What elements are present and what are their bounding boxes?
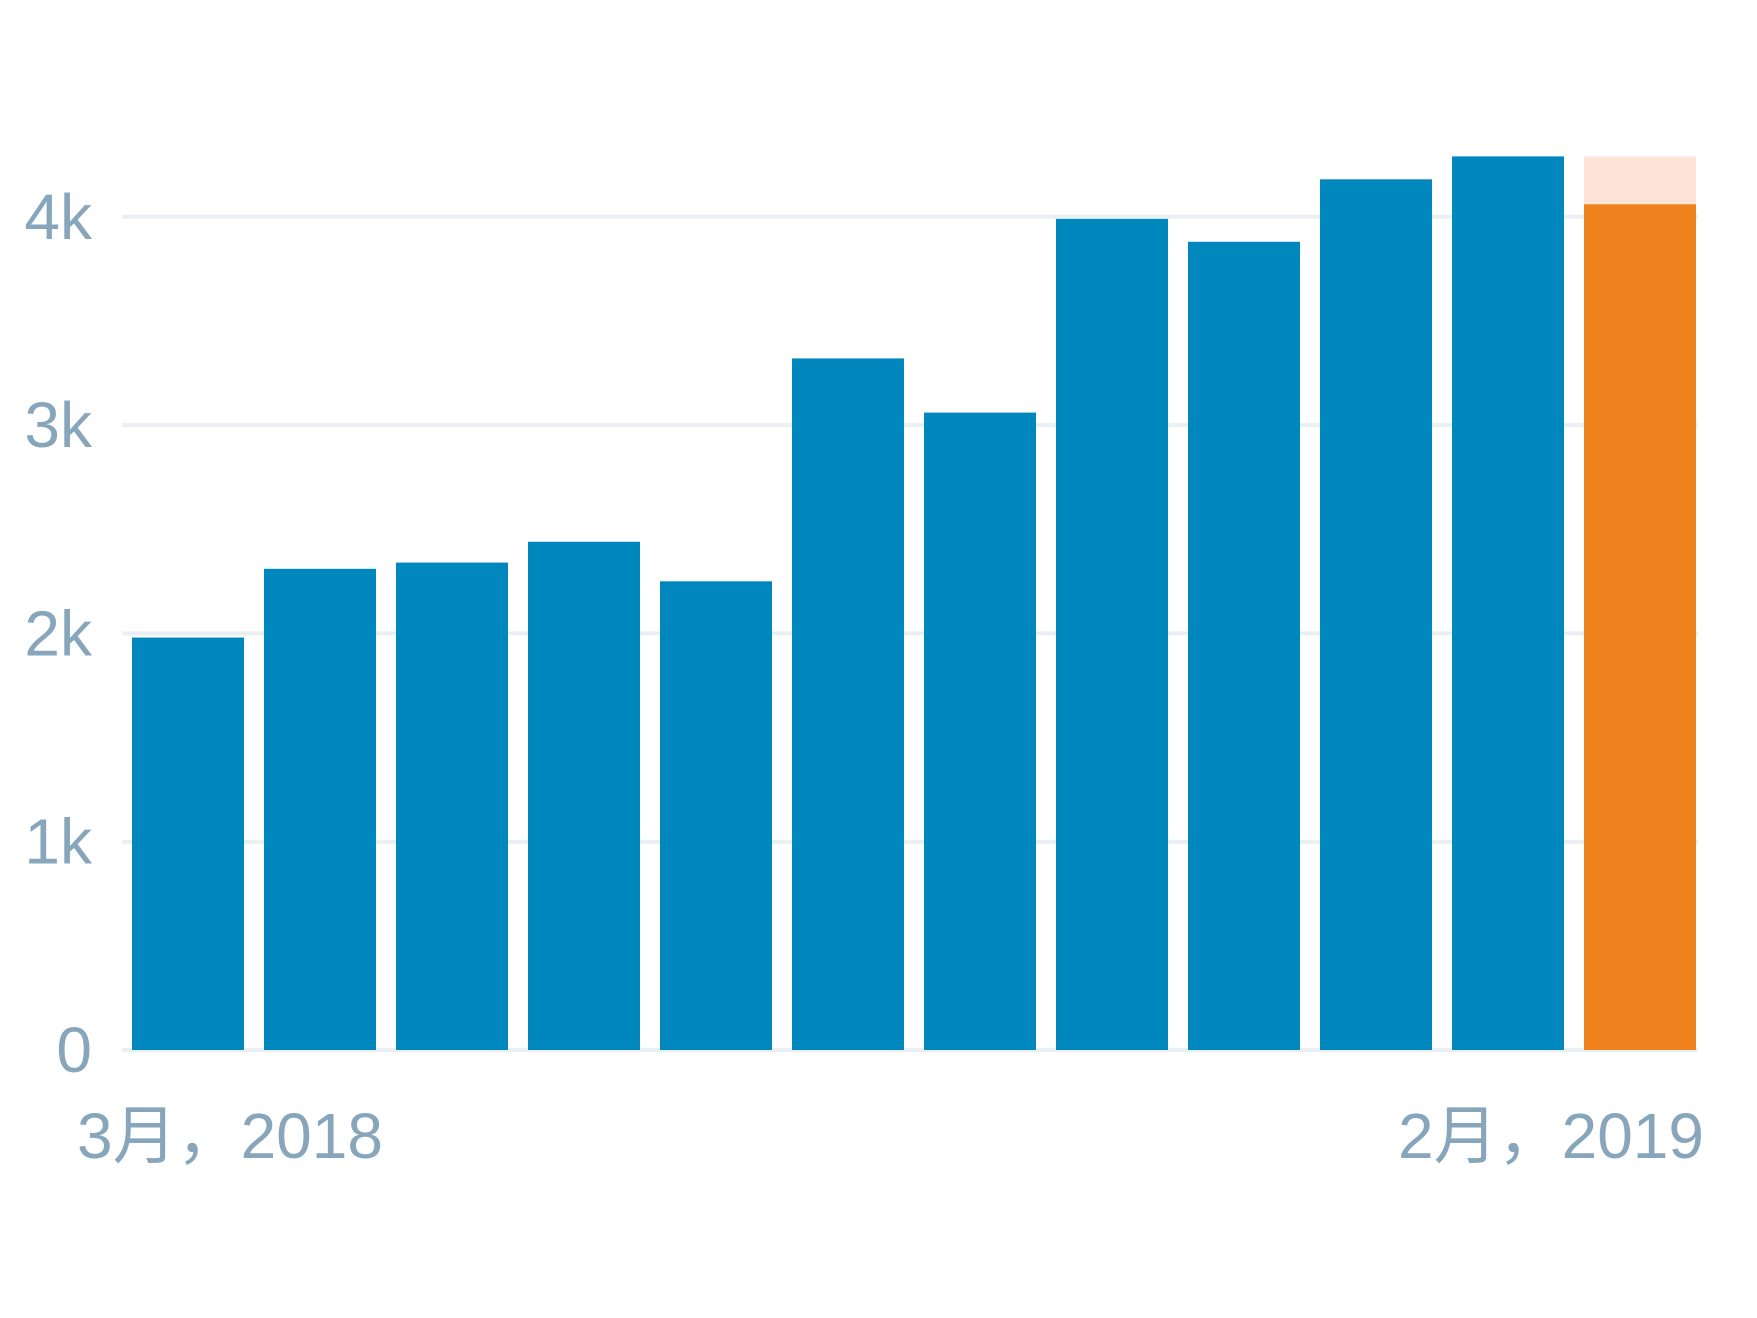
- bar[interactable]: [396, 562, 508, 1050]
- bar[interactable]: [924, 412, 1036, 1050]
- y-tick-label: 2k: [24, 597, 93, 669]
- bar[interactable]: [1452, 156, 1564, 1050]
- bar[interactable]: [1056, 218, 1168, 1050]
- x-tick-label-end: 2月，2019: [1398, 1100, 1704, 1172]
- x-axis-ticks: 3月，2018 2月，2019: [77, 1100, 1704, 1172]
- bar[interactable]: [528, 541, 640, 1050]
- y-tick-label: 3k: [24, 389, 93, 461]
- bar[interactable]: [132, 637, 244, 1050]
- y-tick-label: 4k: [24, 181, 93, 253]
- y-axis-ticks: 0 1k 2k 3k 4k: [24, 181, 93, 1086]
- y-tick-label: 1k: [24, 806, 93, 878]
- bar-current-month[interactable]: [1584, 204, 1696, 1050]
- gridlines: [122, 214, 1698, 1052]
- bar[interactable]: [264, 568, 376, 1050]
- bars: [132, 156, 1696, 1051]
- y-tick-label: 0: [56, 1014, 92, 1086]
- bar[interactable]: [792, 358, 904, 1051]
- x-tick-label-start: 3月，2018: [77, 1100, 383, 1172]
- bar[interactable]: [660, 581, 772, 1050]
- bar[interactable]: [1188, 241, 1300, 1050]
- bar[interactable]: [1320, 179, 1432, 1050]
